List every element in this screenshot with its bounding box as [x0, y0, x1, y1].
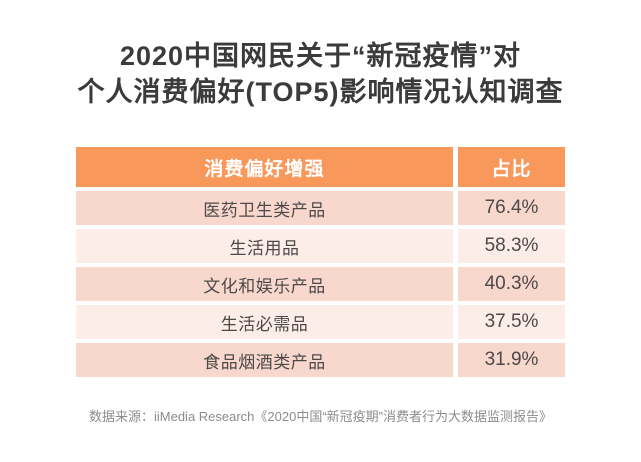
survey-table: 消费偏好增强 占比 医药卫生类产品 76.4% 生活用品 58.3% 文化和娱乐…	[76, 147, 565, 381]
page-title-line2: 个人消费偏好(TOP5)影响情况认知调查	[77, 77, 564, 107]
table-row: 医药卫生类产品 76.4%	[76, 191, 565, 225]
row-label: 生活用品	[76, 229, 453, 263]
row-label: 文化和娱乐产品	[76, 267, 453, 301]
row-label: 生活必需品	[76, 305, 453, 339]
page-title: 2020中国网民关于“新冠疫情”对 个人消费偏好(TOP5)影响情况认知调查	[0, 38, 641, 110]
row-label: 食品烟酒类产品	[76, 343, 453, 377]
table-row: 文化和娱乐产品 40.3%	[76, 267, 565, 301]
table-header-share: 占比	[458, 147, 565, 187]
page-title-line1: 2020中国网民关于“新冠疫情”对	[119, 41, 522, 71]
data-source-note: 数据来源：iiMedia Research《2020中国“新冠疫期”消费者行为大…	[88, 409, 552, 424]
row-label: 医药卫生类产品	[76, 191, 453, 225]
row-value: 37.5%	[458, 305, 565, 339]
table-row: 生活用品 58.3%	[76, 229, 565, 263]
table-row: 食品烟酒类产品 31.9%	[76, 343, 565, 377]
row-value: 58.3%	[458, 229, 565, 263]
table-row: 生活必需品 37.5%	[76, 305, 565, 339]
table-header-category: 消费偏好增强	[76, 147, 453, 187]
row-value: 76.4%	[458, 191, 565, 225]
row-value: 40.3%	[458, 267, 565, 301]
table-header-row: 消费偏好增强 占比	[76, 147, 565, 187]
row-value: 31.9%	[458, 343, 565, 377]
